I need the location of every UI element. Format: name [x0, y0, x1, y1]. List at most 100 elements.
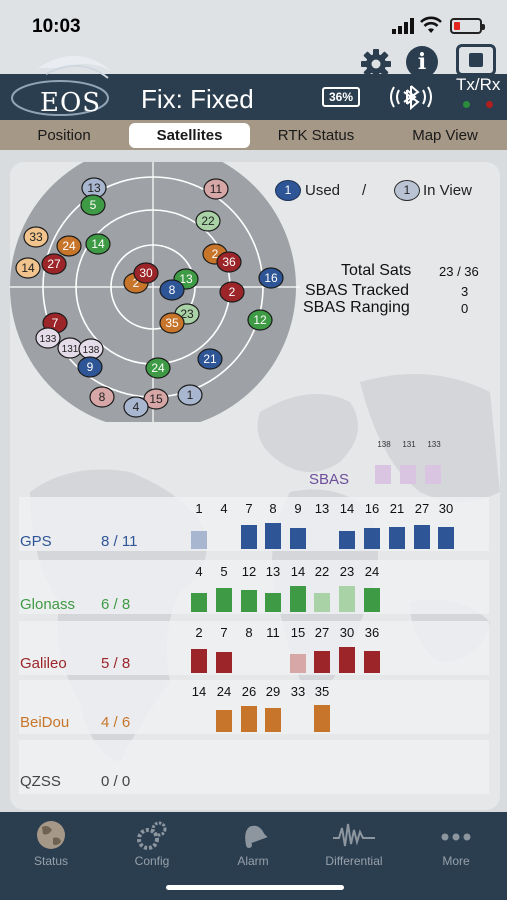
- signal-bar-galileo-27[interactable]: [314, 651, 330, 673]
- satellite-marker-beidou-35[interactable]: 35: [159, 312, 185, 334]
- signal-bar-glonass-24[interactable]: [364, 588, 380, 612]
- bottom-tab-more-label: More: [442, 854, 470, 868]
- signal-bar-beidou-35[interactable]: [314, 705, 330, 732]
- bluetooth-icon[interactable]: [388, 84, 434, 110]
- signal-bar-gps-14[interactable]: [339, 531, 355, 549]
- signal-bar-gps-1[interactable]: [191, 531, 207, 549]
- signal-bar-glonass-5[interactable]: [216, 588, 232, 612]
- satellite-marker-gps-21[interactable]: 21: [197, 348, 223, 370]
- satellite-prn-glonass: 24: [364, 564, 380, 579]
- signal-bar-gps-30[interactable]: [438, 527, 454, 549]
- sbas-signal-bar[interactable]: [400, 465, 416, 484]
- satellite-marker-beidou-14[interactable]: 14: [15, 257, 41, 279]
- eos-logo-icon: [11, 55, 112, 116]
- sbas-signal-bar[interactable]: [425, 465, 441, 484]
- info-icon[interactable]: i: [406, 46, 438, 78]
- satellite-marker-gps-16[interactable]: 16: [258, 267, 284, 289]
- tx-led-icon: [463, 101, 470, 108]
- signal-bar-glonass-12[interactable]: [241, 590, 257, 612]
- satellite-marker-glonass-24[interactable]: 24: [145, 357, 171, 379]
- tab-map-view[interactable]: Map View: [412, 127, 478, 144]
- satellite-marker-galileo-27[interactable]: 27: [41, 253, 67, 275]
- tab-rtk-status[interactable]: RTK Status: [277, 127, 355, 144]
- satellite-prn-gps: 8: [269, 501, 277, 516]
- signal-bar-galileo-2[interactable]: [191, 649, 207, 673]
- satellite-marker-sbas-131[interactable]: 131: [57, 337, 83, 359]
- signal-bar-beidou-29[interactable]: [265, 708, 281, 732]
- system-name-qzss: QZSS: [20, 773, 61, 790]
- signal-bar-gps-8[interactable]: [265, 523, 281, 549]
- tab-position[interactable]: Position: [37, 127, 91, 144]
- signal-bar-galileo-15[interactable]: [290, 654, 306, 673]
- satellite-marker-gps-9[interactable]: 9: [77, 356, 103, 378]
- satellite-marker-galileo-11[interactable]: 11: [203, 178, 229, 200]
- signal-bar-galileo-30[interactable]: [339, 647, 355, 673]
- satellite-prn-gps: 9: [294, 501, 302, 516]
- satellite-marker-sbas-138[interactable]: 138: [78, 338, 104, 360]
- satellite-prn-label: 11: [210, 182, 223, 196]
- satellite-prn-gps: 21: [389, 501, 405, 516]
- gears-icon: [137, 821, 167, 850]
- satellite-prn-gps: 1: [195, 501, 203, 516]
- satellite-marker-gps-8[interactable]: 8: [159, 279, 185, 301]
- signal-bar-glonass-14[interactable]: [290, 586, 306, 612]
- signal-bar-gps-27[interactable]: [414, 525, 430, 549]
- top-tab-bar: Position Satellites RTK Status Map View: [0, 120, 507, 150]
- signal-bar-gps-21[interactable]: [389, 527, 405, 549]
- satellite-prn-glonass: 22: [314, 564, 330, 579]
- lock-icon[interactable]: [456, 44, 496, 76]
- satellite-prn-label: 13: [87, 181, 101, 195]
- satellite-marker-beidou-24[interactable]: 24: [56, 235, 82, 257]
- signal-bar-galileo-7[interactable]: [216, 652, 232, 673]
- sbas-ranging-value: 0: [461, 301, 469, 316]
- satellite-marker-beidou-33[interactable]: 33: [23, 226, 49, 248]
- signal-bar-glonass-13[interactable]: [265, 593, 281, 612]
- satellite-marker-gps-4[interactable]: 4: [123, 396, 149, 418]
- satellite-prn-gps: 30: [438, 501, 454, 516]
- settings-gear-icon[interactable]: [360, 48, 392, 80]
- bottom-tab-status[interactable]: Status: [6, 818, 96, 878]
- satellite-prn-galileo: 7: [220, 625, 228, 640]
- satellite-prn-label: 8: [99, 390, 106, 404]
- satellite-prn-glonass: 23: [339, 564, 355, 579]
- home-indicator: [166, 885, 344, 890]
- total-sats-label: Total Sats: [341, 262, 412, 279]
- signal-bar-beidou-26[interactable]: [241, 706, 257, 732]
- legend-used-dot: 1: [275, 180, 301, 201]
- signal-bar-glonass-4[interactable]: [191, 593, 207, 612]
- satellite-prn-label: 2: [229, 285, 236, 299]
- signal-bar-glonass-22[interactable]: [314, 593, 330, 612]
- sbas-signal-bar[interactable]: [375, 465, 391, 484]
- satellite-marker-glonass-12[interactable]: 12: [247, 309, 273, 331]
- satellite-prn-label: 2: [133, 276, 140, 290]
- satellite-marker-gps-1[interactable]: 1: [177, 384, 203, 406]
- bottom-tab-more[interactable]: More: [411, 818, 501, 878]
- satellite-marker-glonass-5[interactable]: 5: [80, 194, 106, 216]
- satellite-marker-galileo-8[interactable]: 8: [89, 386, 115, 408]
- ios-status-bar: 10:03: [0, 0, 507, 50]
- system-count-beidou: 4 / 6: [101, 714, 131, 731]
- signal-bar-gps-9[interactable]: [290, 528, 306, 549]
- signal-bar-glonass-23[interactable]: [339, 586, 355, 612]
- satellite-prn-label: 133: [40, 334, 57, 345]
- satellite-marker-galileo-36[interactable]: 36: [216, 251, 242, 273]
- satellite-marker-galileo-30[interactable]: 30: [133, 262, 159, 284]
- satellite-prn-gps: 14: [339, 501, 355, 516]
- bottom-tab-config[interactable]: Config: [107, 818, 197, 878]
- tab-satellites[interactable]: Satellites: [129, 123, 250, 148]
- signal-bar-gps-16[interactable]: [364, 528, 380, 549]
- bottom-tab-differential[interactable]: Differential: [309, 818, 399, 878]
- satellite-marker-galileo-2[interactable]: 2: [219, 281, 245, 303]
- satellite-prn-beidou: 35: [314, 684, 330, 699]
- signal-bar-galileo-36[interactable]: [364, 651, 380, 673]
- satellite-marker-sbas-133[interactable]: 133: [35, 327, 61, 349]
- bottom-tab-alarm[interactable]: Alarm: [208, 818, 298, 878]
- satellite-marker-glonass-22[interactable]: 22: [195, 210, 221, 232]
- system-count-qzss: 0 / 0: [101, 773, 131, 790]
- satellite-marker-glonass-14[interactable]: 14: [85, 233, 111, 255]
- signal-bar-gps-7[interactable]: [241, 525, 257, 549]
- signal-bar-beidou-24[interactable]: [216, 710, 232, 732]
- battery-icon: [450, 18, 485, 34]
- sbas-ranging-label: SBAS Ranging: [303, 299, 410, 316]
